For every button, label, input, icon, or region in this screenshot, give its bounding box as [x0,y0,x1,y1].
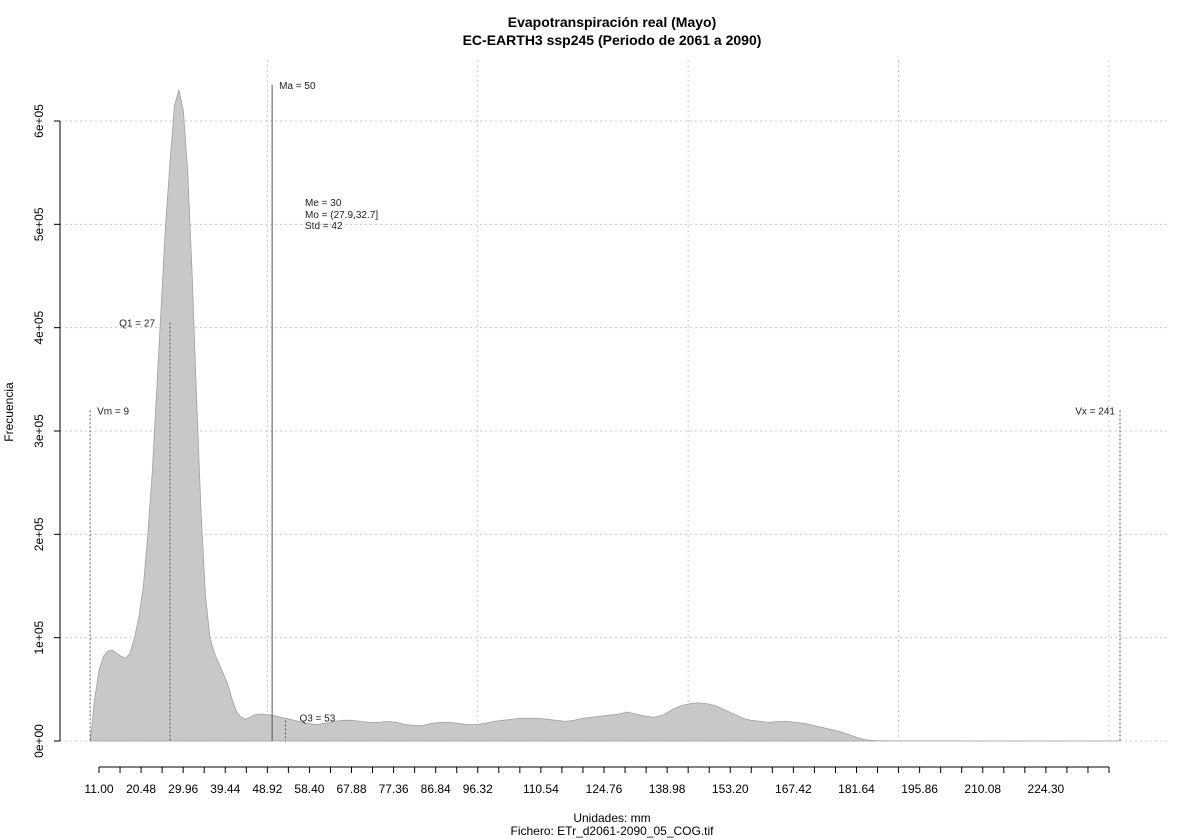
x-tick-label: 20.48 [126,782,156,796]
stat-label-q3: Q3 = 53 [299,713,335,724]
stat-label-vm: Vm = 9 [97,406,129,417]
x-axis-label: Unidades: mm [573,811,650,825]
y-tick-label: 5e+05 [32,207,46,241]
x-tick-label: 58.40 [294,782,324,796]
y-tick-label: 0e+00 [32,724,46,758]
stat-std: Std = 42 [305,221,343,232]
y-tick-label: 3e+05 [32,414,46,448]
y-tick-label: 4e+05 [32,310,46,344]
x-tick-label: 167.42 [775,782,812,796]
density-area [89,89,1121,742]
x-tick-label: 39.44 [210,782,240,796]
x-tick-label: 11.00 [84,782,113,796]
y-axis-label: Frecuencia [2,382,16,442]
chart-subtitle: EC-EARTH3 ssp245 (Periodo de 2061 a 2090… [463,32,762,48]
stat-label-ma: Ma = 50 [279,81,316,92]
x-tick-label: 138.98 [649,782,686,796]
grid-lines [60,60,1170,742]
file-caption: Fichero: ETr_d2061-2090_05_COG.tif [511,824,715,838]
x-tick-label: 110.54 [523,782,559,796]
x-tick-label: 181.64 [838,782,875,796]
stat-markers: Vm = 9 Q1 = 27 Ma = 50 Q3 = 53 Vx = 241 [89,81,1121,741]
stat-label-q1: Q1 = 27 [119,319,155,330]
x-tick-label: 153.20 [712,782,749,796]
y-tick-label: 1e+05 [32,620,46,654]
stat-label-vx: Vx = 241 [1075,406,1115,417]
y-tick-label: 6e+05 [32,104,46,138]
x-tick-label: 29.96 [168,782,198,796]
stat-mode: Mo = (27.9,32.7] [305,210,378,221]
stat-summary-block: Me = 30 Mo = (27.9,32.7] Std = 42 [305,198,378,232]
x-tick-label: 210.08 [964,782,1001,796]
x-tick-label: 67.88 [336,782,366,796]
x-tick-label: 48.92 [252,782,282,796]
stat-median: Me = 30 [305,198,342,209]
axes: 11.00 20.48 29.96 39.44 48.92 58.40 67.88 77.36… [32,104,1110,796]
y-tick-label: 2e+05 [32,517,46,551]
chart-title: Evapotranspiración real (Mayo) [508,14,717,30]
x-tick-label: 195.86 [901,782,938,796]
x-tick-label: 77.36 [379,782,409,796]
x-tick-label: 124.76 [586,782,623,796]
x-tick-label: 86.84 [421,782,451,796]
x-tick-label: 224.30 [1028,782,1065,796]
x-tick-label: 96.32 [463,782,493,796]
density-series-area [89,89,1121,742]
